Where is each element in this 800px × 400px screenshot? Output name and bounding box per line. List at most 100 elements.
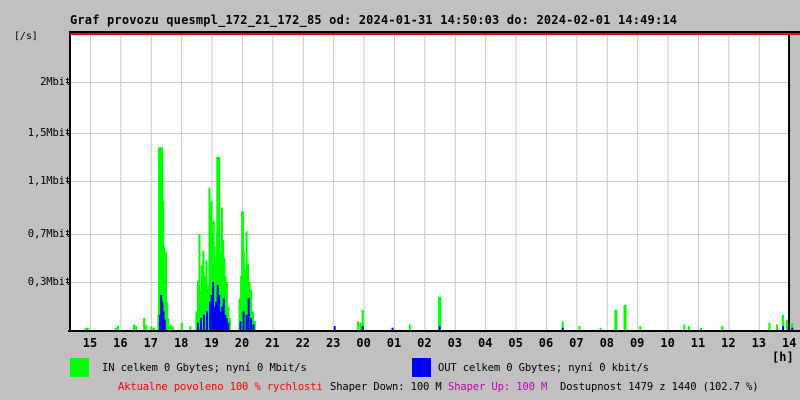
out-spike bbox=[218, 295, 221, 331]
x-tick-label: 04 bbox=[477, 336, 493, 350]
x-tick-label: 16 bbox=[113, 336, 128, 350]
y-tick bbox=[66, 82, 70, 83]
y-axis-unit-label: [/s] bbox=[14, 31, 38, 42]
out-spike bbox=[391, 327, 394, 331]
out-spike bbox=[222, 298, 225, 331]
x-tick-label: 18 bbox=[173, 336, 189, 350]
y-tick bbox=[66, 133, 70, 134]
in-spike bbox=[165, 301, 168, 331]
in-spike bbox=[227, 306, 230, 331]
out-spike bbox=[163, 319, 166, 331]
x-tick-label: 15 bbox=[82, 336, 98, 350]
out-spike bbox=[245, 314, 248, 331]
in-spike bbox=[133, 324, 136, 331]
in-spike bbox=[614, 309, 618, 331]
out-legend-swatch bbox=[412, 358, 431, 377]
out-spike bbox=[224, 314, 227, 331]
x-tick-label: 01 bbox=[386, 336, 402, 350]
in-spike bbox=[768, 322, 771, 331]
in-spike bbox=[721, 326, 724, 331]
y-tick bbox=[66, 282, 70, 283]
x-tick-label: 10 bbox=[660, 336, 675, 350]
out-spike bbox=[219, 311, 222, 331]
out-spike bbox=[252, 324, 255, 331]
value-gridline bbox=[71, 181, 788, 182]
in-spike bbox=[150, 326, 153, 331]
in-spike bbox=[245, 231, 248, 331]
in-spike bbox=[165, 252, 167, 331]
in-spike bbox=[247, 264, 250, 331]
out-spike bbox=[158, 314, 161, 331]
x-tick-label: 12 bbox=[721, 336, 736, 350]
in-spike bbox=[198, 234, 201, 331]
x-tick-label: 06 bbox=[538, 336, 554, 350]
in-spike bbox=[240, 276, 243, 331]
x-tick-label: 17 bbox=[143, 336, 159, 350]
in-spike bbox=[189, 326, 192, 331]
in-spike bbox=[782, 314, 785, 331]
in-spike bbox=[408, 324, 411, 331]
in-spike bbox=[152, 327, 155, 331]
x-tick-label: 03 bbox=[447, 336, 463, 350]
y-tick bbox=[66, 181, 70, 182]
in-spike bbox=[242, 252, 245, 331]
y-tick-label: 0,3Mbit bbox=[27, 276, 71, 288]
x-tick-label: 00 bbox=[356, 336, 371, 350]
x-tick-label: 02 bbox=[417, 336, 432, 350]
in-spike bbox=[251, 311, 254, 331]
availability-status: Dostupnost 1479 z 1440 (102.7 %) bbox=[560, 381, 759, 393]
out-spike bbox=[209, 301, 212, 331]
in-spike bbox=[225, 282, 228, 331]
out-spike bbox=[221, 306, 224, 331]
out-spike bbox=[206, 311, 209, 331]
x-tick-label: 23 bbox=[325, 336, 341, 350]
limit-line bbox=[70, 33, 800, 35]
x-axis-unit-label: [h] bbox=[772, 350, 794, 364]
in-spike bbox=[143, 317, 146, 331]
in-spike bbox=[216, 157, 221, 331]
in-spike bbox=[357, 321, 360, 331]
in-spike bbox=[687, 326, 690, 331]
in-spike bbox=[202, 250, 205, 331]
in-spike bbox=[218, 227, 221, 331]
out-spike bbox=[199, 317, 202, 331]
in-spike bbox=[222, 240, 225, 331]
x-tick-label: 05 bbox=[508, 336, 523, 350]
in-spike bbox=[253, 321, 256, 331]
in-spike bbox=[791, 322, 794, 331]
in-spike bbox=[623, 304, 627, 331]
x-tick-label: 14 bbox=[781, 336, 797, 350]
out-spike bbox=[247, 298, 250, 331]
in-spike bbox=[224, 276, 227, 331]
out-spike bbox=[212, 282, 215, 331]
in-spike bbox=[214, 264, 217, 331]
out-spike bbox=[196, 322, 199, 331]
in-spike bbox=[228, 317, 231, 331]
in-legend-swatch bbox=[70, 358, 89, 377]
value-gridline bbox=[71, 82, 788, 83]
in-spike bbox=[700, 327, 703, 331]
in-spike bbox=[578, 326, 581, 331]
in-spike bbox=[167, 317, 170, 331]
x-tick-label: 07 bbox=[569, 336, 584, 350]
out-spike bbox=[225, 317, 228, 331]
out-spike bbox=[250, 317, 253, 331]
x-tick-label: 13 bbox=[751, 336, 767, 350]
in-spike bbox=[241, 211, 245, 331]
out-legend-label: OUT celkem 0 Gbytes; nyní 0 kbit/s bbox=[438, 362, 649, 374]
in-spike bbox=[250, 290, 253, 331]
in-spike bbox=[208, 187, 211, 331]
in-spike bbox=[223, 258, 226, 331]
in-spike bbox=[219, 252, 222, 331]
out-spike bbox=[561, 327, 564, 331]
y-tick bbox=[66, 234, 70, 235]
in-spike bbox=[171, 326, 174, 331]
y-tick-label: 0,7Mbit bbox=[27, 228, 71, 240]
in-spike bbox=[169, 324, 172, 331]
out-spike bbox=[216, 285, 219, 331]
right-border-line bbox=[788, 31, 790, 332]
in-spike bbox=[86, 327, 89, 331]
top-border-line bbox=[70, 31, 800, 33]
